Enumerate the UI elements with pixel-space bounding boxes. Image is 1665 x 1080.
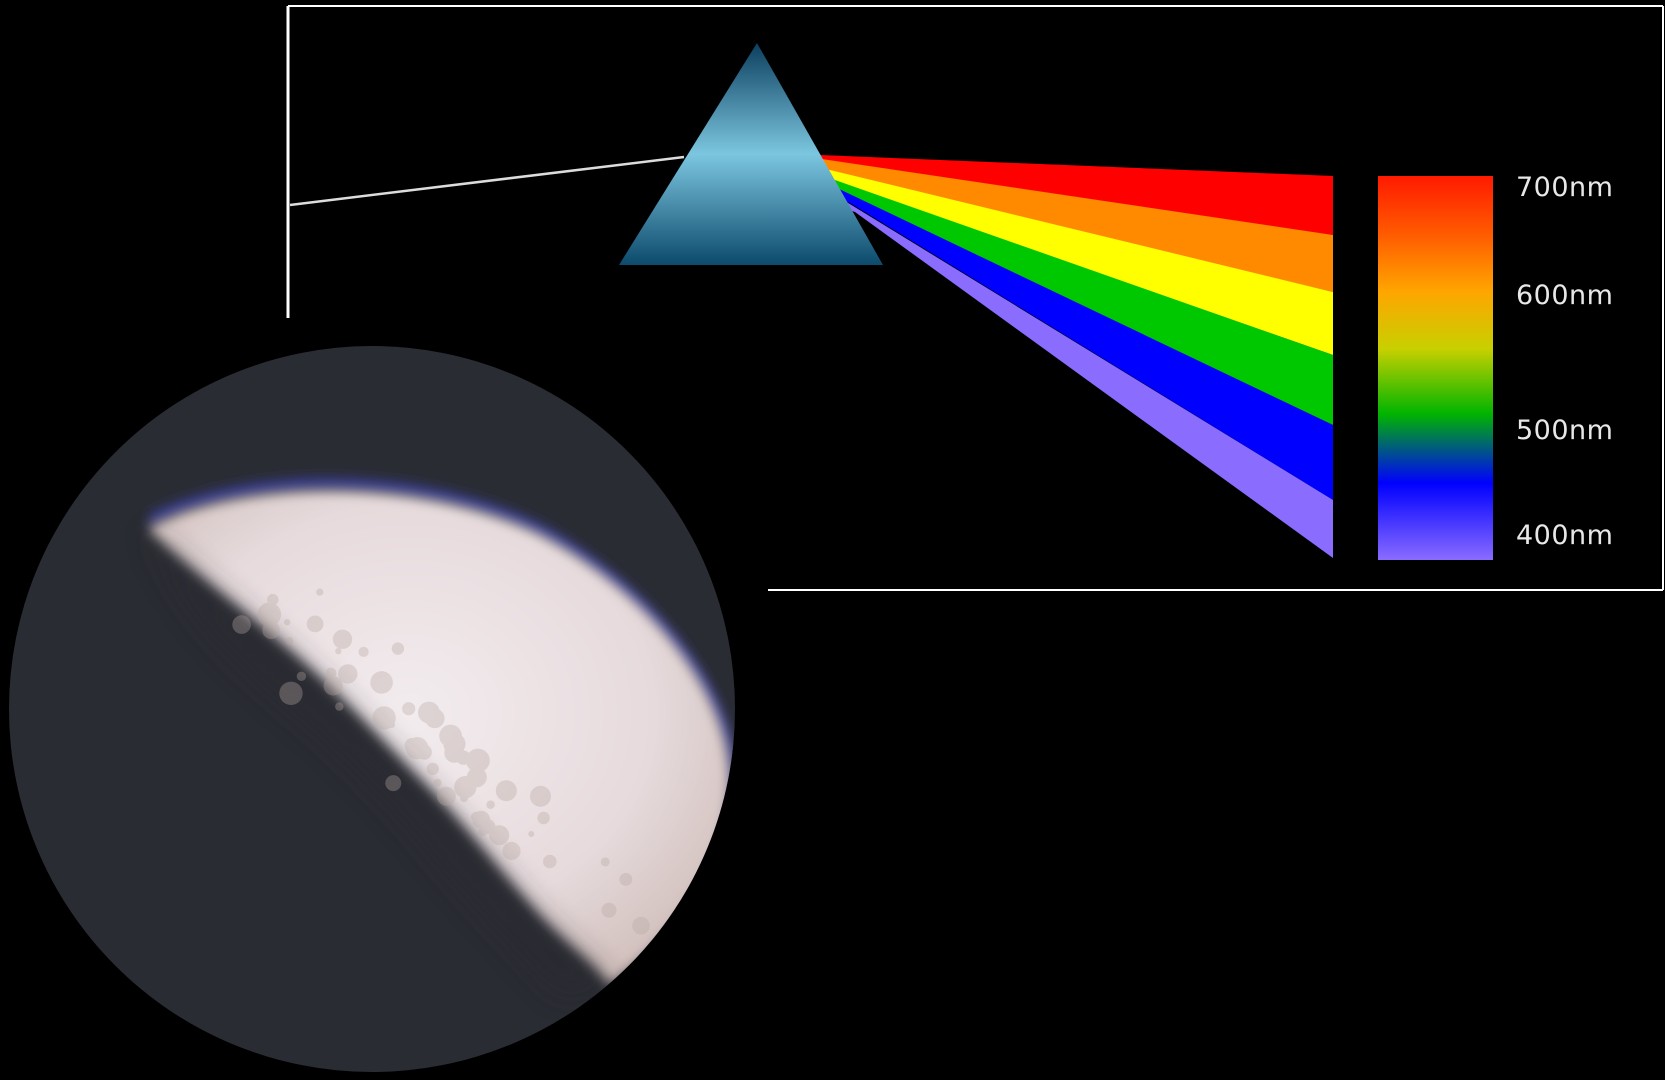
crater <box>446 733 461 748</box>
crater <box>632 916 650 935</box>
crater <box>460 794 468 803</box>
crater <box>472 810 491 829</box>
crater <box>444 742 465 763</box>
crater <box>283 619 291 626</box>
crater <box>332 629 353 649</box>
crater <box>470 811 482 822</box>
crater <box>325 667 337 679</box>
moon-craters <box>232 588 650 935</box>
crater <box>388 721 396 729</box>
crater <box>454 776 477 799</box>
crater <box>543 854 557 869</box>
crater <box>391 642 405 655</box>
crater <box>443 732 466 756</box>
crater <box>495 780 517 802</box>
crater <box>306 615 324 633</box>
crater <box>416 744 432 760</box>
moon-lit-surface <box>148 490 731 985</box>
crater <box>502 841 521 861</box>
crater <box>335 648 342 655</box>
crater <box>323 676 343 696</box>
crater <box>426 762 439 776</box>
crater <box>279 681 303 705</box>
crater <box>257 602 282 627</box>
crater <box>418 701 440 724</box>
frame <box>286 5 1664 591</box>
crater <box>262 621 280 639</box>
crater <box>417 746 429 758</box>
crater <box>466 748 490 773</box>
crater <box>338 664 358 684</box>
label-600nm: 600nm <box>1516 280 1613 311</box>
crater <box>316 588 324 596</box>
crater <box>402 702 416 716</box>
crater <box>480 819 496 834</box>
crater <box>285 637 294 645</box>
crater <box>619 872 633 886</box>
prism <box>619 43 883 265</box>
crater <box>436 786 456 806</box>
crater <box>489 825 510 846</box>
incoming-light-ray <box>289 155 685 207</box>
crater <box>600 857 610 867</box>
label-500nm: 500nm <box>1516 415 1613 446</box>
crater <box>601 902 617 918</box>
band-orange <box>688 157 1333 292</box>
label-400nm: 400nm <box>1516 520 1613 551</box>
crater <box>296 671 307 681</box>
moon-telescope-photo <box>9 346 735 1072</box>
crater <box>439 724 462 748</box>
crater <box>433 778 442 787</box>
crater <box>425 708 445 729</box>
crater <box>372 706 396 730</box>
crater <box>404 738 420 753</box>
crater <box>446 725 457 737</box>
crater <box>335 702 344 711</box>
crater <box>528 831 535 837</box>
crater <box>456 750 471 765</box>
crater <box>376 671 387 682</box>
crater <box>466 767 487 788</box>
crater <box>530 785 551 807</box>
label-700nm: 700nm <box>1516 172 1613 203</box>
crater <box>358 646 369 658</box>
crater <box>537 811 550 825</box>
moon-terminator-shadow <box>148 528 610 995</box>
dispersed-spectrum <box>688 155 1333 558</box>
crater <box>486 800 495 809</box>
crater <box>385 775 402 792</box>
band-red <box>688 155 1333 235</box>
crater <box>406 737 429 760</box>
crater <box>370 671 393 694</box>
crater <box>464 775 479 789</box>
crater <box>478 827 488 837</box>
crater <box>232 615 251 634</box>
wavelength-scale-bar <box>1378 176 1493 560</box>
crater <box>267 593 279 606</box>
